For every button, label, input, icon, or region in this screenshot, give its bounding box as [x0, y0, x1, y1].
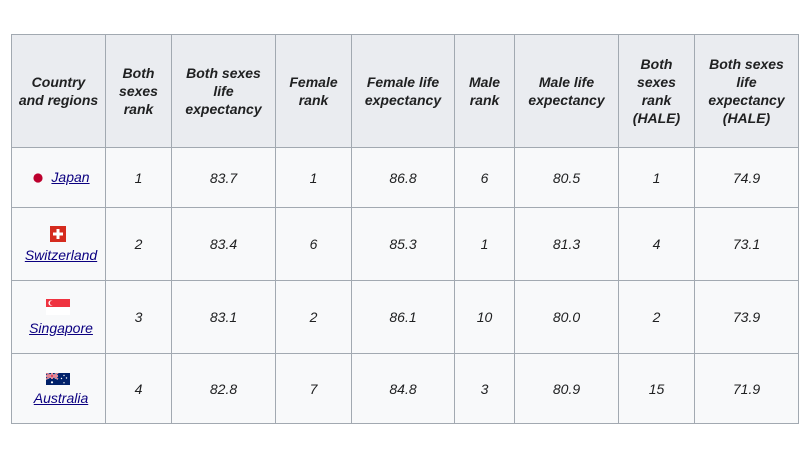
both-sexes-rank-hale-cell: 4: [618, 207, 695, 281]
singapore-flag-icon: [17, 298, 99, 318]
japan-flag-icon: [33, 170, 44, 186]
female-rank-cell: 2: [275, 280, 352, 354]
male-life-expectancy-cell: 80.0: [514, 280, 619, 354]
country-cell: Japan: [11, 147, 106, 208]
country-link-japan[interactable]: Japan: [51, 168, 90, 185]
female-life-expectancy-cell: 84.8: [351, 353, 455, 424]
header-female-rank[interactable]: Female rank: [275, 34, 352, 148]
both-sexes-rank-hale-cell: 1: [618, 147, 695, 208]
both-sexes-life-expectancy-hale-cell: 73.1: [694, 207, 799, 281]
female-life-expectancy-cell: 85.3: [351, 207, 455, 281]
life-expectancy-table: Country and regions Both sexes rank Both…: [11, 34, 799, 424]
female-rank-cell: 7: [275, 353, 352, 424]
male-rank-cell: 3: [454, 353, 515, 424]
male-rank-cell: 6: [454, 147, 515, 208]
male-rank-cell: 1: [454, 207, 515, 281]
header-both-sexes-rank[interactable]: Both sexes rank: [105, 34, 172, 148]
female-life-expectancy-cell: 86.8: [351, 147, 455, 208]
both-sexes-life-expectancy-hale-cell: 74.9: [694, 147, 799, 208]
both-sexes-rank-hale-cell: 2: [618, 280, 695, 354]
header-both-sexes-life-expectancy-hale[interactable]: Both sexes life expectancy (HALE): [694, 34, 799, 148]
both-sexes-rank-cell: 1: [105, 147, 172, 208]
both-sexes-rank-cell: 4: [105, 353, 172, 424]
both-sexes-life-expectancy-hale-cell: 71.9: [694, 353, 799, 424]
both-sexes-life-expectancy-cell: 83.7: [171, 147, 276, 208]
country-cell: Australia: [11, 353, 106, 424]
country-link-switzerland[interactable]: Switzerland: [24, 246, 98, 263]
male-rank-cell: 10: [454, 280, 515, 354]
header-row: Country and regions Both sexes rank Both…: [11, 34, 799, 148]
country-cell: Switzerland: [11, 207, 106, 281]
both-sexes-life-expectancy-cell: 83.1: [171, 280, 276, 354]
header-both-sexes-life-expectancy[interactable]: Both sexes life expectancy: [171, 34, 276, 148]
table-row: Japan 1 83.7 1 86.8 6 80.5 1 74.9: [11, 147, 799, 208]
male-life-expectancy-cell: 80.9: [514, 353, 619, 424]
both-sexes-life-expectancy-cell: 82.8: [171, 353, 276, 424]
header-country[interactable]: Country and regions: [11, 34, 106, 148]
header-male-life-expectancy[interactable]: Male life expectancy: [514, 34, 619, 148]
country-link-singapore[interactable]: Singapore: [29, 319, 93, 336]
both-sexes-life-expectancy-hale-cell: 73.9: [694, 280, 799, 354]
country-cell: Singapore: [11, 280, 106, 354]
header-male-rank[interactable]: Male rank: [454, 34, 515, 148]
both-sexes-rank-hale-cell: 15: [618, 353, 695, 424]
female-rank-cell: 1: [275, 147, 352, 208]
male-life-expectancy-cell: 81.3: [514, 207, 619, 281]
table-row: Singapore 3 83.1 2 86.1 10 80.0 2 73.9: [11, 280, 799, 354]
both-sexes-life-expectancy-cell: 83.4: [171, 207, 276, 281]
header-both-sexes-rank-hale[interactable]: Both sexes rank (HALE): [618, 34, 695, 148]
female-rank-cell: 6: [275, 207, 352, 281]
both-sexes-rank-cell: 2: [105, 207, 172, 281]
male-life-expectancy-cell: 80.5: [514, 147, 619, 208]
table-row: Australia 4 82.8 7 84.8 3 80.9 15 71.9: [11, 353, 799, 424]
country-link-australia[interactable]: Australia: [33, 389, 89, 406]
table-row: Switzerland 2 83.4 6 85.3 1 81.3 4 73.1: [11, 207, 799, 281]
australia-flag-icon: [17, 371, 99, 388]
both-sexes-rank-cell: 3: [105, 280, 172, 354]
header-female-life-expectancy[interactable]: Female life expectancy: [351, 34, 455, 148]
switzerland-flag-icon: [17, 225, 99, 245]
life-expectancy-table-container: Country and regions Both sexes rank Both…: [11, 34, 799, 424]
female-life-expectancy-cell: 86.1: [351, 280, 455, 354]
